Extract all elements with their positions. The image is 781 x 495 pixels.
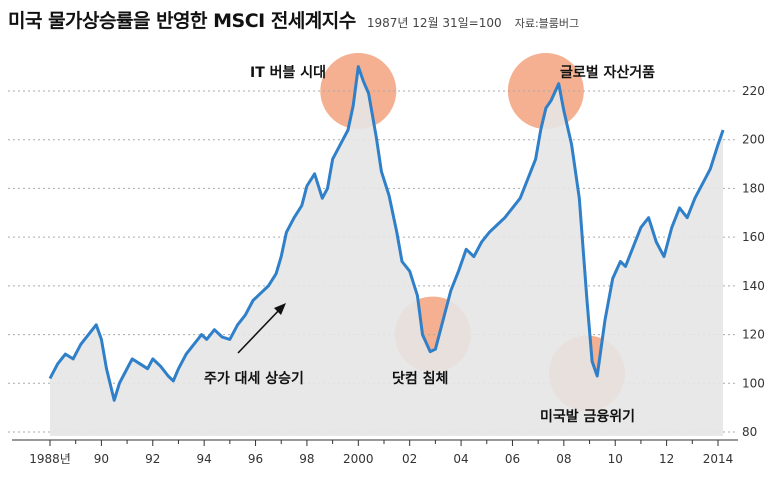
chart-title: 미국 물가상승률을 반영한 MSCI 전세계지수 [8,10,356,32]
x-tick-label: 10 [608,452,623,466]
annotation-it-bubble: IT 버블 시대 [250,64,326,81]
x-tick-label: 12 [659,452,674,466]
index-area [50,66,724,436]
x-tick-label: 1988년 [29,452,71,466]
y-tick-label: 220 [742,84,765,98]
x-tick-label: 08 [556,452,571,466]
x-tick-label: 96 [248,452,263,466]
x-tick-label: 02 [402,452,417,466]
x-tick-label: 94 [197,452,212,466]
annotation-dotcom-sink: 닷컴 침체 [392,370,448,387]
chart-header: 미국 물가상승률을 반영한 MSCI 전세계지수 1987년 12월 31일=1… [8,6,579,34]
x-tick-label: 90 [94,452,109,466]
annotation-global-asset-bubble: 글로벌 자산거품 [560,64,655,81]
x-tick-label: 2014 [703,452,734,466]
x-tick-label: 04 [453,452,468,466]
y-tick-label: 180 [742,181,765,195]
x-tick-label: 92 [145,452,160,466]
index-line [48,65,725,402]
annotation-financial-crisis: 미국발 금융위기 [540,408,635,425]
uptrend-arrow [237,303,286,354]
x-axis: 1988년 90 92 94 96 98 2000 02 04 06 08 10 12 2014 [12,439,738,466]
y-tick-label: 120 [742,328,765,342]
x-tick-label: 06 [505,452,520,466]
annotation-uptrend: 주가 대세 상승기 [204,371,304,387]
y-tick-label: 80 [742,425,757,439]
y-tick-label: 160 [742,230,765,244]
y-tick-label: 140 [742,279,765,293]
y-tick-label: 200 [742,133,765,147]
y-axis-ticks: 80 100 120 140 160 180 200 220 [742,84,765,439]
y-tick-label: 100 [742,376,765,390]
x-tick-label: 98 [299,452,314,466]
chart-source: 자료:블룸버그 [514,17,580,30]
chart-subtitle: 1987년 12월 31일=100 [366,16,502,30]
x-tick-label: 2000 [343,452,374,466]
